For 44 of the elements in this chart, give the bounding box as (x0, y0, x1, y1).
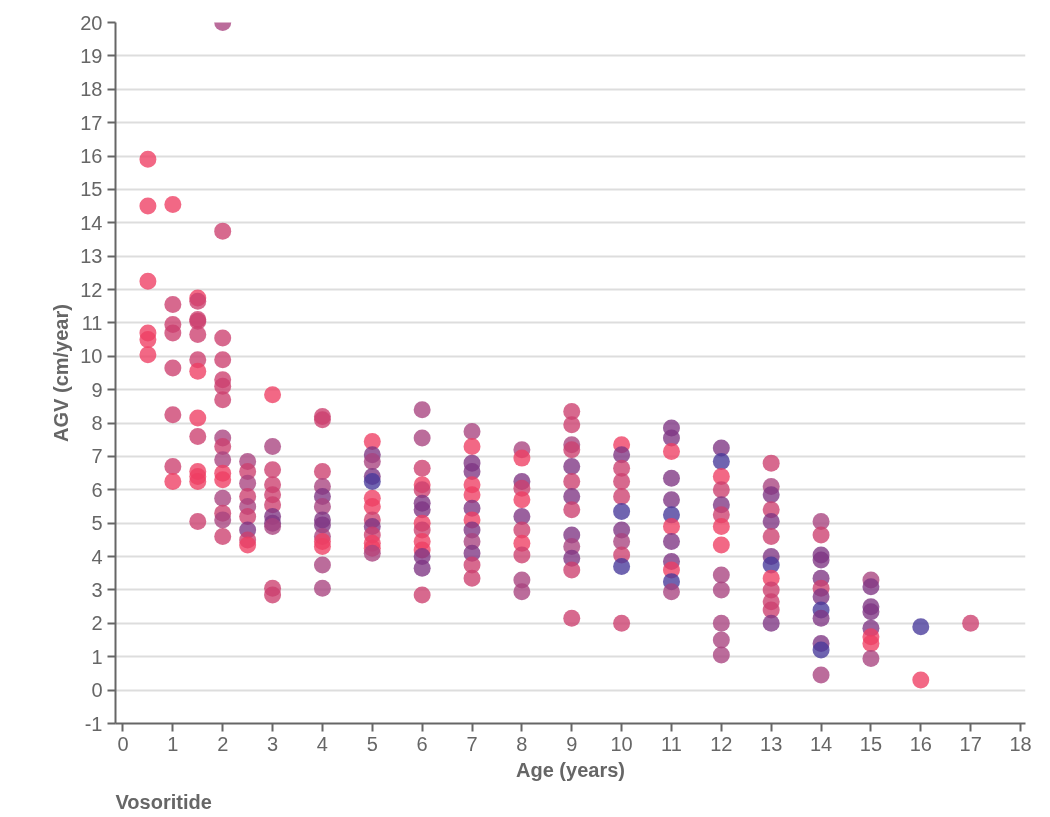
x-tick-label: 18 (1009, 732, 1032, 755)
y-tick-label: 4 (91, 545, 103, 568)
y-tick-label: 1 (91, 645, 103, 668)
y-tick-label: 8 (91, 412, 103, 435)
y-tick-label: 18 (80, 78, 103, 101)
y-tick-label: 12 (80, 278, 103, 301)
y-tick-label: 0 (91, 679, 103, 702)
y-tick-label: 14 (80, 211, 103, 234)
x-tick-label: 0 (117, 732, 129, 755)
x-tick-label: 12 (710, 732, 733, 755)
y-axis-title: AGV (cm/year) (50, 304, 73, 442)
x-tick-label: 3 (267, 732, 279, 755)
x-tick-label: 14 (809, 732, 833, 755)
x-tick-label: 6 (416, 732, 428, 755)
y-tick-label: 7 (91, 445, 103, 468)
x-tick-label: 9 (566, 732, 578, 755)
x-tick-label: 8 (516, 732, 528, 755)
x-tick-label: 7 (466, 732, 478, 755)
x-tick-label: 15 (859, 732, 883, 755)
y-tick-label: 17 (80, 111, 103, 134)
x-tick-label: 16 (909, 732, 932, 755)
y-tick-label: 13 (80, 245, 103, 268)
text: Vosoritide (115, 790, 212, 813)
y-tick-label: 11 (81, 311, 103, 334)
y-tick-label: 10 (80, 345, 103, 368)
y-tick-label: -1 (84, 712, 103, 735)
y-tick-label: 20 (80, 11, 103, 34)
y-tick-label: 9 (91, 378, 103, 401)
x-tick-label: 4 (316, 732, 328, 755)
y-tick-label: 15 (80, 178, 103, 201)
x-tick-label: 5 (366, 732, 378, 755)
x-axis-title: Age (years) (516, 758, 625, 781)
x-tick-label: 10 (610, 732, 633, 755)
y-tick-label: 5 (91, 512, 103, 535)
y-tick-label: 19 (80, 44, 103, 67)
x-tick-label: 2 (217, 732, 229, 755)
x-tick-label: 11 (661, 732, 682, 755)
y-tick-label: 3 (91, 578, 103, 601)
y-tick-label: 2 (91, 612, 103, 635)
x-tick-label: 1 (167, 732, 179, 755)
y-tick-label: 6 (91, 478, 103, 501)
x-tick-label: 13 (760, 732, 783, 755)
y-tick-label: 16 (80, 145, 103, 168)
x-tick-label: 17 (959, 732, 982, 755)
